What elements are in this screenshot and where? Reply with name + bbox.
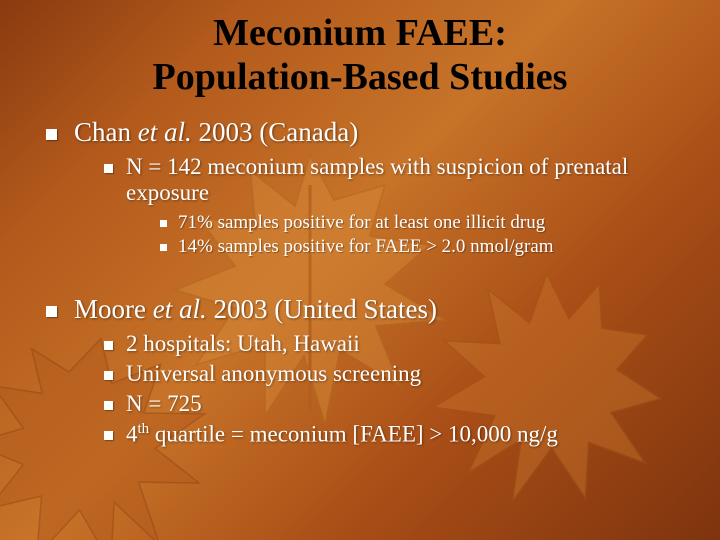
text: quartile = meconium [FAEE] > 10,000 ng/g <box>149 422 558 447</box>
superscript: th <box>138 421 150 437</box>
study-2-detail-2: Universal anonymous screening <box>104 361 680 387</box>
study-1-sub-2: 14% samples positive for FAEE > 2.0 nmol… <box>160 236 680 258</box>
study-2-detail-3: N = 725 <box>104 391 680 417</box>
study-2-author: Moore <box>74 294 153 324</box>
study-1-detail-1: N = 142 meconium samples with suspicion … <box>104 154 680 258</box>
study-1-etal: et al. <box>138 117 192 147</box>
study-2-detail-4: 4th quartile = meconium [FAEE] > 10,000 … <box>104 421 680 448</box>
study-2-detail-1: 2 hospitals: Utah, Hawaii <box>104 331 680 357</box>
text: 4 <box>126 422 138 447</box>
slide: Meconium FAEE: Population-Based Studies … <box>0 0 720 540</box>
study-1-author: Chan <box>74 117 138 147</box>
study-1-sub-1: 71% samples positive for at least one il… <box>160 212 680 234</box>
study-2-year-loc: 2003 (United States) <box>213 294 436 324</box>
study-2-etal: et al. <box>153 294 207 324</box>
title-line-2: Population-Based Studies <box>153 56 568 98</box>
study-1-year-loc: 2003 (Canada) <box>199 117 359 147</box>
bullet-study-1: Chan et al. 2003 (Canada) N = 142 meconi… <box>46 117 680 258</box>
text: N = 142 meconium samples with suspicion … <box>126 154 628 205</box>
slide-body: Chan et al. 2003 (Canada) N = 142 meconi… <box>0 99 720 448</box>
title-line-1: Meconium FAEE: <box>213 12 507 54</box>
bullet-study-2: Moore et al. 2003 (United States) 2 hosp… <box>46 294 680 448</box>
slide-title: Meconium FAEE: Population-Based Studies <box>0 0 720 99</box>
